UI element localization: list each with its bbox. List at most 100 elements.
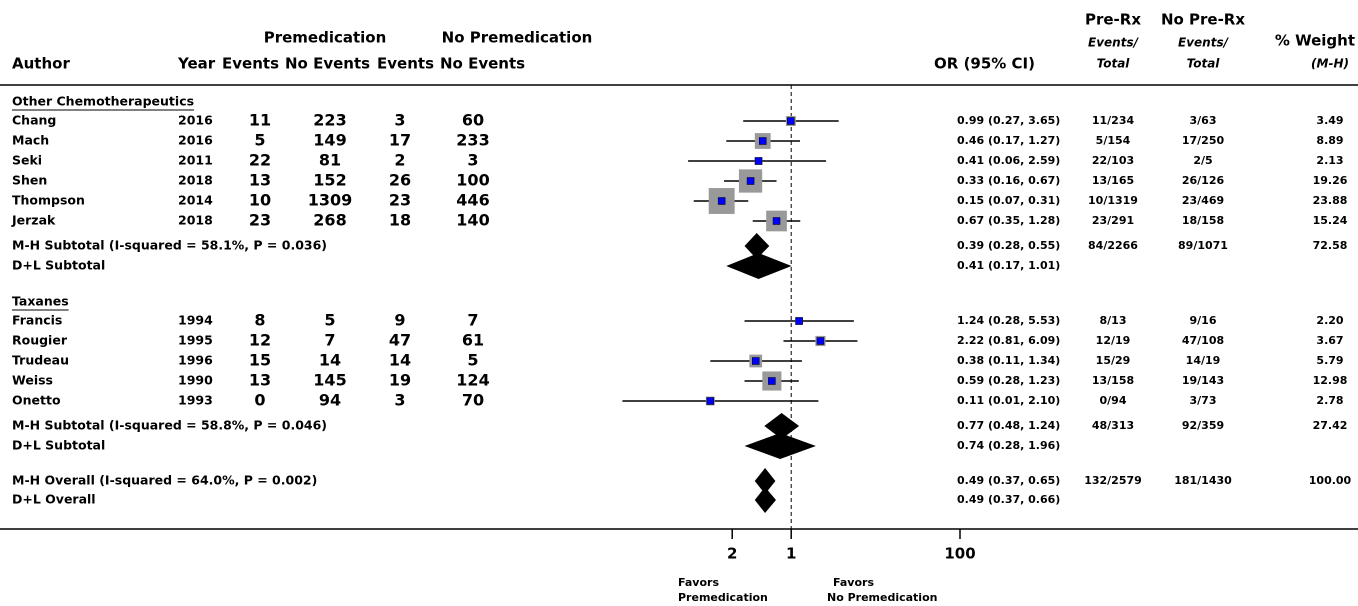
point [795, 317, 803, 325]
weight: 8.89 [1316, 134, 1343, 147]
count: 2 [394, 151, 405, 170]
count: 11 [249, 111, 271, 130]
author: Thompson [12, 193, 85, 208]
pre-total: 48/313 [1092, 419, 1134, 432]
count: 446 [456, 191, 489, 210]
header-or: OR (95% CI) [934, 55, 1035, 73]
nopre-total: 181/1430 [1174, 474, 1232, 487]
count: 60 [462, 111, 484, 130]
summary-label: D+L Overall [12, 492, 96, 507]
count: 100 [456, 171, 489, 190]
nopre-total: 19/143 [1182, 374, 1224, 387]
summary-label: D+L Subtotal [12, 258, 105, 273]
pre-total: 11/234 [1092, 114, 1135, 127]
year: 2011 [178, 153, 213, 168]
weight: 12.98 [1313, 374, 1348, 387]
ci-label: 0.49 (0.37, 0.66) [957, 493, 1060, 506]
nopre-total: 17/250 [1182, 134, 1225, 147]
count: 3 [394, 111, 405, 130]
author: Onetto [12, 393, 61, 408]
year: 1990 [178, 373, 213, 388]
count: 9 [394, 311, 405, 330]
count: 70 [462, 391, 484, 410]
pre-total: 8/13 [1100, 314, 1127, 327]
year: 2016 [178, 133, 213, 148]
point [772, 217, 781, 225]
point [717, 197, 726, 205]
ci-label: 0.77 (0.48, 1.24) [957, 419, 1060, 432]
count: 3 [394, 391, 405, 410]
pre-total: 132/2579 [1084, 474, 1142, 487]
header-pre: Premedication [264, 29, 387, 47]
count: 7 [324, 331, 335, 350]
count: 1309 [308, 191, 353, 210]
count: 22 [249, 151, 271, 170]
group-title: Other Chemotherapeutics [12, 94, 194, 109]
pre-total: 13/165 [1092, 174, 1134, 187]
count: 233 [456, 131, 489, 150]
favors-right: Favors [833, 576, 874, 589]
ci-label: 0.41 (0.17, 1.01) [957, 259, 1060, 272]
header-events: Events [222, 55, 279, 73]
header-weight-method: (M-H) [1311, 57, 1349, 71]
header-events-total: Events/ [1088, 36, 1140, 50]
count: 23 [249, 211, 271, 230]
summary-label: M-H Subtotal (I-squared = 58.8%, P = 0.0… [12, 418, 327, 433]
ci-label: 0.15 (0.07, 0.31) [957, 194, 1060, 207]
year: 2018 [178, 213, 213, 228]
ci-label: 1.24 (0.28, 5.53) [957, 314, 1060, 327]
count: 19 [389, 371, 411, 390]
weight: 3.49 [1316, 114, 1343, 127]
count: 145 [313, 371, 346, 390]
count: 268 [313, 211, 346, 230]
diamond [726, 253, 792, 279]
nopre-total: 47/108 [1182, 334, 1224, 347]
weight: 2.20 [1316, 314, 1343, 327]
summary-label: M-H Overall (I-squared = 64.0%, P = 0.00… [12, 473, 317, 488]
pre-total: 10/1319 [1088, 194, 1138, 207]
ci-label: 0.59 (0.28, 1.23) [957, 374, 1060, 387]
author: Jerzak [11, 213, 56, 228]
nopre-total: 92/359 [1182, 419, 1224, 432]
ci-label: 0.11 (0.01, 2.10) [957, 394, 1060, 407]
diamond [744, 233, 770, 259]
pre-total: 12/19 [1096, 334, 1131, 347]
weight: 2.13 [1316, 154, 1343, 167]
count: 17 [389, 131, 411, 150]
diamond [754, 468, 776, 494]
diamond [764, 413, 800, 439]
weight: 23.88 [1313, 194, 1348, 207]
favors-right: No Premedication [827, 591, 937, 604]
header-no-pre-rx: No Pre-Rx [1161, 11, 1245, 29]
header-no-events: No Events [285, 55, 370, 73]
header-year: Year [177, 55, 216, 73]
count: 7 [467, 311, 478, 330]
author: Francis [12, 313, 62, 328]
count: 10 [249, 191, 271, 210]
point [706, 397, 715, 405]
count: 15 [249, 351, 271, 370]
nopre-total: 9/16 [1190, 314, 1217, 327]
ci-label: 0.67 (0.35, 1.28) [957, 214, 1060, 227]
pre-total: 13/158 [1092, 374, 1134, 387]
weight: 2.78 [1316, 394, 1343, 407]
point [787, 117, 795, 125]
nopre-total: 3/73 [1190, 394, 1217, 407]
count: 81 [319, 151, 341, 170]
ci-label: 0.33 (0.16, 0.67) [957, 174, 1060, 187]
year: 1995 [178, 333, 213, 348]
nopre-total: 23/469 [1182, 194, 1224, 207]
weight: 19.26 [1313, 174, 1348, 187]
count: 13 [249, 171, 271, 190]
pre-total: 23/291 [1092, 214, 1134, 227]
author: Mach [12, 133, 49, 148]
count: 149 [313, 131, 346, 150]
pre-total: 0/94 [1100, 394, 1127, 407]
ci-label: 0.39 (0.28, 0.55) [957, 239, 1060, 252]
count: 5 [324, 311, 335, 330]
nopre-total: 18/158 [1182, 214, 1224, 227]
author: Seki [12, 153, 42, 168]
author: Shen [12, 173, 47, 188]
favors-left: Premedication [678, 591, 768, 604]
